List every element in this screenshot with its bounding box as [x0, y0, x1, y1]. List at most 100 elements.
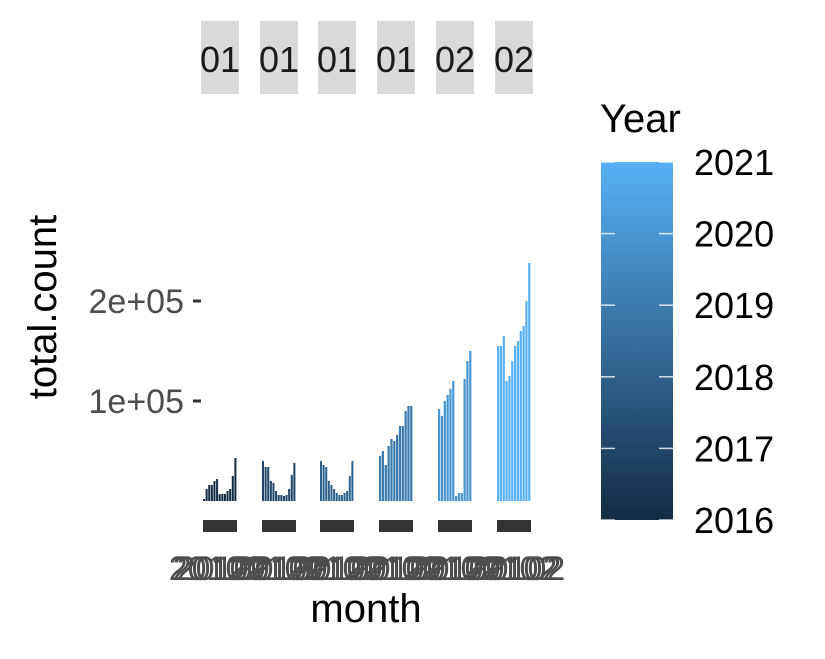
x-axis: 2010220102201022010220102201022010220102… — [169, 520, 566, 588]
legend-label: 2017 — [694, 428, 774, 469]
x-axis-title: month — [310, 587, 421, 631]
bar — [338, 495, 341, 501]
bar — [223, 494, 226, 501]
x-tick-label: 20102 — [286, 550, 381, 588]
x-tick-bar — [262, 520, 296, 532]
x-tick-label: 20102 — [349, 550, 444, 588]
bar — [351, 461, 354, 501]
bar — [511, 361, 514, 501]
bar — [505, 381, 508, 501]
x-tick-bar — [438, 520, 472, 532]
bar — [293, 463, 296, 501]
bar — [460, 493, 463, 501]
bar — [333, 489, 336, 501]
legend-label: 2020 — [694, 214, 774, 255]
bar — [410, 406, 413, 501]
bar — [272, 483, 275, 501]
bar — [322, 465, 325, 501]
y-tick-label: 1e+05 — [89, 383, 185, 421]
bar — [285, 495, 288, 501]
bar — [348, 476, 351, 501]
x-tick-label: 20102 — [236, 550, 331, 588]
facet-strip-label: 02 — [435, 39, 475, 80]
x-tick-bar — [320, 520, 354, 532]
facet-strip-label: 01 — [317, 39, 357, 80]
x-tick-label: 20102 — [173, 550, 268, 588]
bar — [379, 456, 382, 501]
bar — [275, 491, 278, 501]
bar — [455, 496, 458, 501]
bar — [519, 331, 522, 501]
bar — [401, 426, 404, 501]
bar — [234, 458, 237, 501]
bar — [452, 381, 455, 501]
x-tick-label: 20102 — [345, 550, 440, 588]
bar — [280, 495, 283, 501]
bar — [330, 485, 333, 501]
bar — [404, 411, 407, 501]
facet-strip-label: 01 — [376, 39, 416, 80]
bar — [335, 493, 338, 501]
bar — [499, 346, 503, 501]
bar — [320, 461, 323, 501]
bar — [497, 346, 500, 501]
bar — [218, 494, 221, 501]
bar — [325, 467, 328, 501]
bar — [231, 476, 234, 501]
facet-strip-label: 01 — [200, 39, 240, 80]
bar — [264, 467, 267, 501]
bar — [343, 493, 346, 501]
facet-strip — [260, 21, 298, 94]
x-tick-label: 20102 — [463, 550, 558, 588]
y-axis: 1e+05 2e+05 — [89, 283, 201, 421]
x-tick-bar — [497, 520, 531, 532]
bar — [205, 489, 208, 501]
bar — [381, 451, 385, 501]
y-axis-title: total.count — [21, 215, 65, 400]
facet-strip — [201, 21, 239, 94]
bar — [262, 461, 265, 501]
legend-ticks: 2021 2020 2019 2018 2017 2016 — [601, 142, 774, 541]
bar — [443, 401, 446, 501]
bar — [446, 395, 449, 501]
legend-label: 2021 — [694, 142, 774, 183]
bar — [525, 301, 528, 501]
x-tick-label: 20102 — [169, 550, 264, 588]
legend-title: Year — [600, 97, 681, 141]
bar — [346, 491, 349, 501]
x-tick-label: 20102 — [412, 550, 507, 588]
bar — [528, 263, 531, 501]
bar — [340, 495, 343, 501]
bar — [387, 446, 390, 501]
x-tick-label: 20102 — [467, 550, 562, 588]
legend-label: 2016 — [694, 500, 774, 541]
bar — [288, 489, 291, 501]
bar — [282, 496, 285, 501]
bar — [469, 351, 472, 501]
bar — [213, 481, 216, 501]
bar — [290, 475, 293, 501]
bar — [516, 341, 520, 501]
bar-series — [203, 263, 531, 501]
bar — [384, 465, 387, 501]
facet-strip — [436, 21, 474, 94]
bar — [463, 379, 466, 501]
legend-colorbar — [601, 162, 673, 520]
x-tick-label: 20102 — [228, 550, 323, 588]
x-tick-label: 20102 — [353, 550, 448, 588]
bar — [398, 426, 402, 501]
bar — [327, 481, 330, 501]
bar — [267, 467, 270, 501]
facet-strip-label: 02 — [494, 39, 534, 80]
x-tick-label: 20102 — [408, 550, 503, 588]
x-tick-bar — [203, 520, 237, 532]
bar — [407, 406, 410, 501]
x-tick-label: 20102 — [471, 550, 566, 588]
